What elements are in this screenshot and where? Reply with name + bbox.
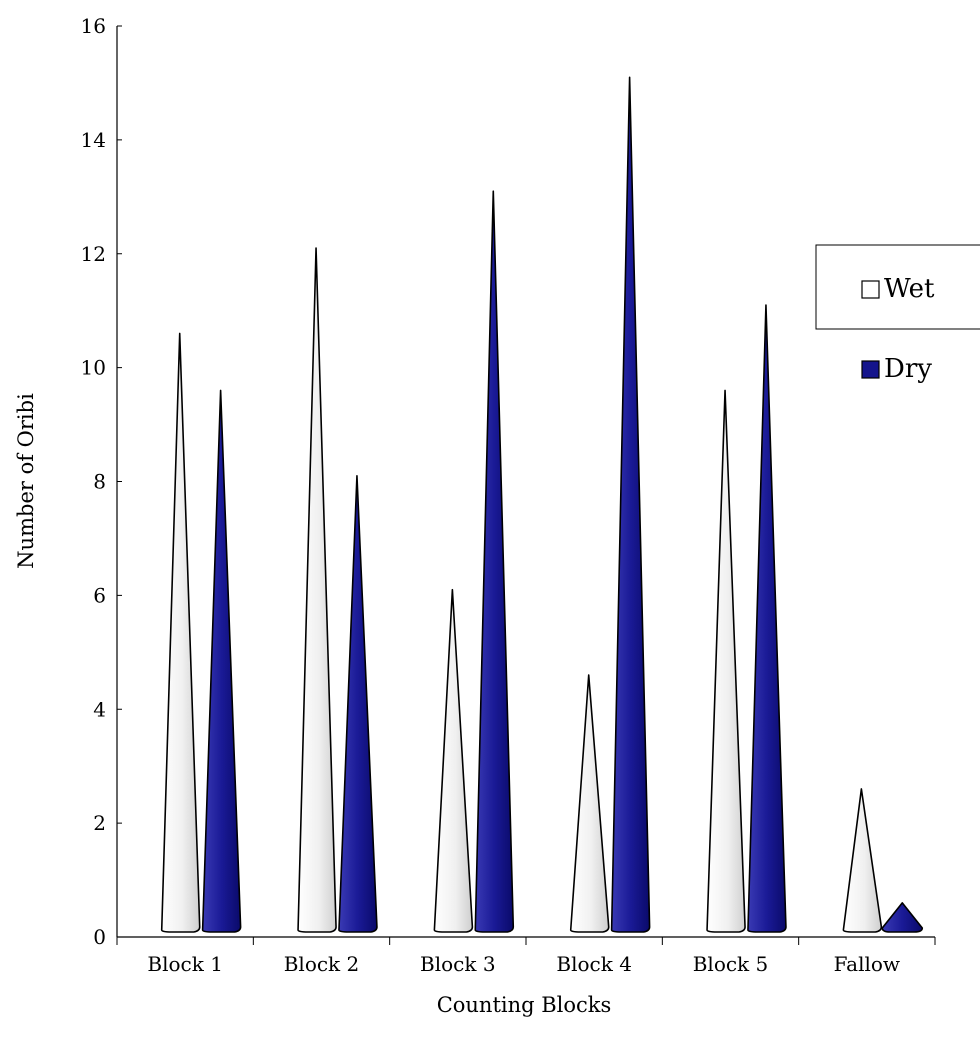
y-axis-title: Number of Oribi — [14, 393, 38, 569]
y-tick-label: 10 — [81, 356, 106, 380]
dry-cone-4 — [610, 76, 651, 933]
y-tick-label: 6 — [93, 583, 106, 607]
wet-cone-1 — [160, 332, 201, 933]
dry-cone-5 — [747, 304, 787, 933]
x-tick-label: Block 5 — [693, 952, 769, 976]
legend-box — [815, 244, 980, 330]
y-ticks: 0 2 4 6 8 10 12 14 16 — [81, 14, 122, 949]
x-axis-title: Counting Blocks — [437, 993, 612, 1017]
y-tick-label: 12 — [81, 242, 106, 266]
y-tick-label: 14 — [81, 128, 106, 152]
legend-swatch-dry — [861, 360, 880, 379]
wet-cone-4 — [569, 674, 610, 933]
legend-label-dry: Dry — [884, 354, 932, 384]
dry-cone-6 — [881, 902, 924, 933]
x-tick-label: Block 3 — [420, 952, 496, 976]
bars — [160, 76, 924, 933]
wet-cone-2 — [297, 247, 337, 933]
legend: Wet Dry — [815, 244, 980, 384]
x-tick-label: Block 2 — [284, 952, 360, 976]
y-tick-label: 16 — [81, 14, 106, 38]
dry-cone-2 — [338, 475, 378, 933]
legend-label-wet: Wet — [884, 274, 935, 304]
y-tick-label: 8 — [93, 470, 106, 494]
wet-cone-3 — [433, 588, 474, 933]
x-tick-label: Block 1 — [147, 952, 223, 976]
dry-cone-3 — [474, 190, 515, 933]
dry-cone-1 — [201, 389, 242, 933]
y-tick-label: 4 — [93, 697, 106, 721]
x-ticks: Block 1 Block 2 Block 3 Block 4 Block 5 Fallo… — [116, 937, 936, 976]
x-tick-label: Fallow — [834, 952, 900, 976]
y-tick-label: 0 — [93, 925, 106, 949]
x-tick-label: Block 4 — [556, 952, 632, 976]
wet-cone-6 — [842, 788, 883, 933]
wet-cone-5 — [706, 389, 746, 933]
y-tick-label: 2 — [93, 811, 106, 835]
legend-swatch-wet — [861, 280, 880, 299]
